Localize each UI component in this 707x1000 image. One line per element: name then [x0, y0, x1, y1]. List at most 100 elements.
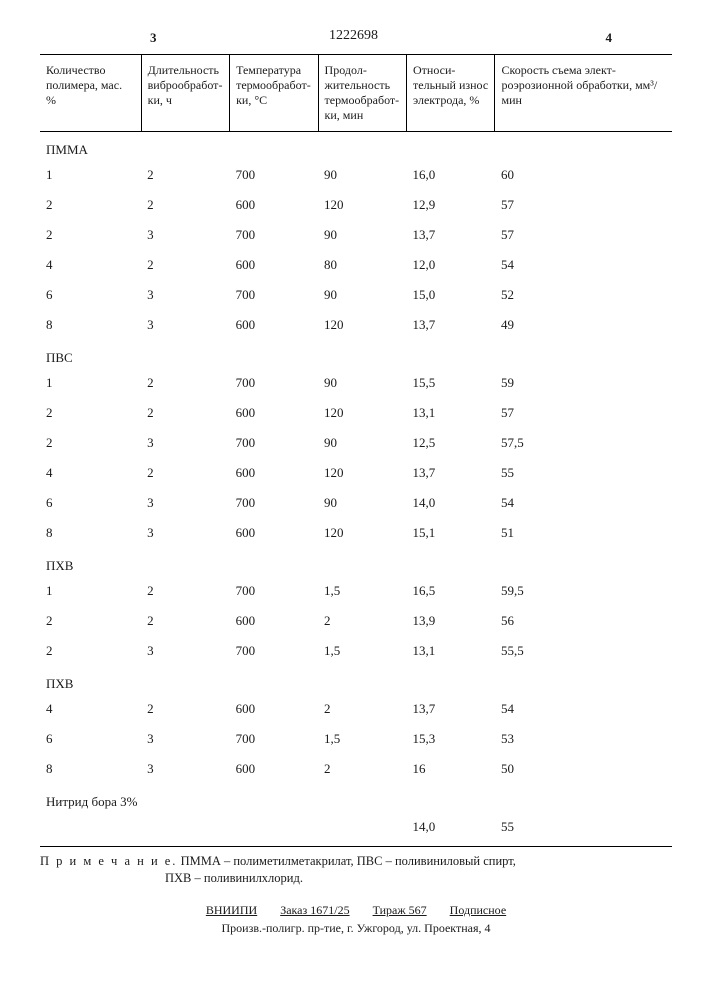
- table-cell: 13,7: [407, 310, 495, 340]
- table-cell: 54: [495, 694, 672, 724]
- table-cell: 6: [40, 724, 141, 754]
- imprint-sign: Подписное: [450, 903, 507, 917]
- table-cell: 8: [40, 518, 141, 548]
- table-cell: 1,5: [318, 724, 406, 754]
- table-row: 22600213,956: [40, 606, 672, 636]
- table-cell: 3: [141, 754, 229, 784]
- col-header: Относи­тельный износ элект­рода, %: [407, 55, 495, 132]
- imprint-tirage: Тираж 567: [373, 903, 427, 917]
- patent-number: 1222698: [0, 28, 707, 44]
- table-cell: 3: [141, 310, 229, 340]
- table-cell: 13,7: [407, 694, 495, 724]
- table-cell: 90: [318, 428, 406, 458]
- table-row: 127009016,060: [40, 160, 672, 190]
- table-cell: 2: [318, 694, 406, 724]
- table-cell: 600: [230, 518, 318, 548]
- table-cell: 14,0: [407, 488, 495, 518]
- table-cell: 6: [40, 488, 141, 518]
- table-cell: 1,5: [318, 636, 406, 666]
- table-cell: 4: [40, 458, 141, 488]
- table-cell: 15,3: [407, 724, 495, 754]
- footnote: П р и м е ч а н и е. ПММА – полиметилмет…: [40, 853, 672, 887]
- table-cell: 90: [318, 160, 406, 190]
- table-cell: 3: [141, 636, 229, 666]
- table-cell: 2: [40, 428, 141, 458]
- table-cell: 13,1: [407, 398, 495, 428]
- table-cell: 3: [141, 518, 229, 548]
- table-cell: 15,0: [407, 280, 495, 310]
- footnote-body1: ПММА – полиметилметакрилат, ПВС – поливи…: [181, 854, 516, 868]
- table-row: 8360021650: [40, 754, 672, 784]
- table-cell: 3: [141, 280, 229, 310]
- table-cell: 52: [495, 280, 672, 310]
- table-cell: 8: [40, 754, 141, 784]
- table-row: 637009014,054: [40, 488, 672, 518]
- table-cell: 120: [318, 190, 406, 220]
- table-cell: 2: [40, 606, 141, 636]
- table-cell: 2: [141, 368, 229, 398]
- table-row: 637001,515,353: [40, 724, 672, 754]
- table-row: 8360012013,749: [40, 310, 672, 340]
- table-cell: 3: [141, 220, 229, 250]
- table-cell: 55: [495, 812, 672, 842]
- table-cell: 2: [141, 606, 229, 636]
- table-cell: 16,0: [407, 160, 495, 190]
- table-row: 237009012,557,5: [40, 428, 672, 458]
- table-cell: 120: [318, 518, 406, 548]
- table-cell: 600: [230, 754, 318, 784]
- table-row: 237009013,757: [40, 220, 672, 250]
- table-cell: 700: [230, 428, 318, 458]
- table-cell: 1: [40, 368, 141, 398]
- table-cell: 57: [495, 190, 672, 220]
- section-label: ПВС: [40, 340, 672, 368]
- table-cell: [40, 812, 141, 842]
- table-cell: 700: [230, 280, 318, 310]
- table-bottom-rule: [40, 846, 672, 847]
- col-header: Скорость съема элект­роэрозионной обрабо…: [495, 55, 672, 132]
- table-cell: 59,5: [495, 576, 672, 606]
- table-cell: 120: [318, 310, 406, 340]
- table-row: 4260012013,755: [40, 458, 672, 488]
- table-cell: 600: [230, 458, 318, 488]
- table-cell: 2: [141, 458, 229, 488]
- table-row: 14,055: [40, 812, 672, 842]
- table-cell: 600: [230, 398, 318, 428]
- table-cell: 90: [318, 368, 406, 398]
- table-cell: 600: [230, 694, 318, 724]
- section-label: ПХВ: [40, 666, 672, 694]
- table-cell: 49: [495, 310, 672, 340]
- imprint-order: Заказ 1671/25: [280, 903, 349, 917]
- table-cell: 600: [230, 606, 318, 636]
- footnote-body2: ПХВ – поливинилхлорид.: [40, 870, 672, 887]
- table-cell: 3: [141, 488, 229, 518]
- table-cell: 13,7: [407, 220, 495, 250]
- table-row: 42600213,754: [40, 694, 672, 724]
- table-cell: 1: [40, 576, 141, 606]
- col-header: Продол­житель­ность термо­обработ­ки, ми…: [318, 55, 406, 132]
- table-cell: 60: [495, 160, 672, 190]
- section-label: ПХВ: [40, 548, 672, 576]
- table-cell: 57: [495, 220, 672, 250]
- table-cell: 53: [495, 724, 672, 754]
- section-label: Нитрид бора 3%: [40, 784, 672, 812]
- table-cell: 600: [230, 190, 318, 220]
- imprint-line2: Произв.-полигр. пр-тие, г. Ужгород, ул. …: [40, 919, 672, 937]
- table-cell: [230, 812, 318, 842]
- table-row: 637009015,052: [40, 280, 672, 310]
- imprint: ВНИИПИ Заказ 1671/25 Тираж 567 Подписное…: [40, 901, 672, 937]
- imprint-org: ВНИИПИ: [206, 903, 257, 917]
- table-row: 127009015,559: [40, 368, 672, 398]
- footnote-lead: П р и м е ч а н и е.: [40, 854, 177, 868]
- table-cell: 4: [40, 250, 141, 280]
- table-cell: 55,5: [495, 636, 672, 666]
- section-label: ПММА: [40, 132, 672, 161]
- table-cell: 57: [495, 398, 672, 428]
- col-header: Длитель­ность вибро­обработ­ки, ч: [141, 55, 229, 132]
- table-cell: 4: [40, 694, 141, 724]
- table-cell: 12,0: [407, 250, 495, 280]
- table-cell: 3: [141, 724, 229, 754]
- table-cell: 2: [141, 694, 229, 724]
- table-cell: 16: [407, 754, 495, 784]
- table-cell: [318, 812, 406, 842]
- table-row: 2260012012,957: [40, 190, 672, 220]
